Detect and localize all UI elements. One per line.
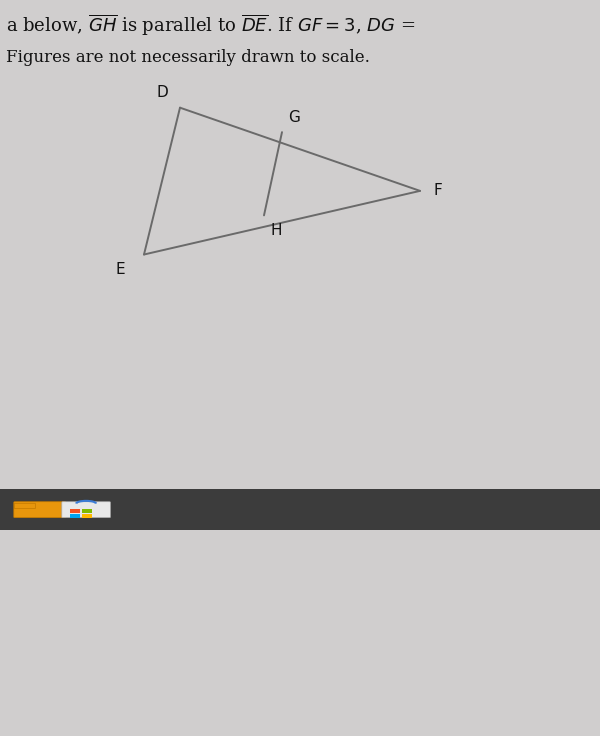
FancyBboxPatch shape [82, 514, 92, 518]
Text: G: G [288, 110, 300, 125]
FancyBboxPatch shape [82, 509, 92, 513]
Text: F: F [434, 183, 442, 199]
FancyBboxPatch shape [14, 503, 35, 509]
Text: E: E [115, 262, 125, 277]
FancyBboxPatch shape [0, 489, 600, 530]
FancyBboxPatch shape [14, 502, 66, 517]
FancyBboxPatch shape [70, 514, 80, 518]
Text: a below, $\overline{GH}$ is parallel to $\overline{DE}$. If $GF = 3$, $\mathit{D: a below, $\overline{GH}$ is parallel to … [6, 13, 415, 38]
Text: D: D [156, 85, 168, 101]
Text: Figures are not necessarily drawn to scale.: Figures are not necessarily drawn to sca… [6, 49, 370, 66]
FancyBboxPatch shape [70, 509, 80, 513]
FancyBboxPatch shape [62, 502, 110, 517]
Text: H: H [270, 222, 282, 238]
